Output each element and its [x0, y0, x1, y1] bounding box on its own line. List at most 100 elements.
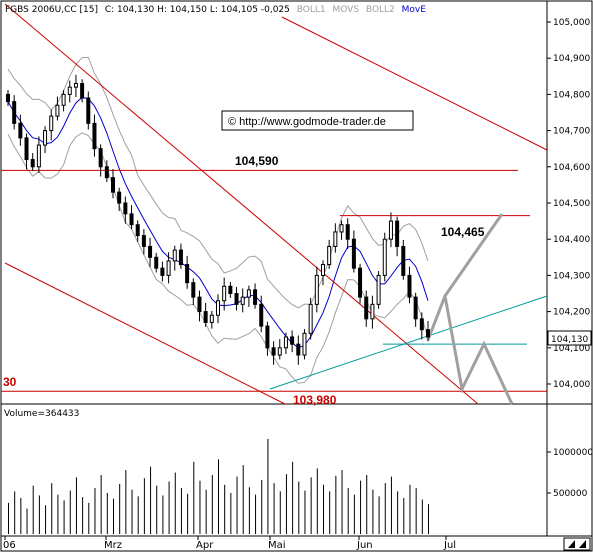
candle-body	[388, 220, 393, 240]
volume-tick-label: 500000	[553, 489, 588, 499]
candle-body	[240, 296, 245, 305]
candle-body	[271, 347, 276, 356]
channel-line-lower	[4, 262, 286, 405]
candle-body	[49, 115, 54, 132]
channel-line-upper	[4, 3, 479, 405]
candle-body	[234, 293, 239, 305]
projection-line	[426, 213, 514, 405]
channel-line-outer	[281, 16, 548, 151]
candle-body	[12, 101, 17, 124]
candle-body	[203, 311, 208, 323]
candle-body	[364, 296, 369, 320]
price-tick-label: 104,900	[553, 54, 590, 64]
projection-path	[426, 213, 514, 405]
price-tick-label: 104,000	[553, 380, 590, 390]
candle-body	[339, 224, 344, 233]
candle-body	[382, 238, 387, 276]
time-tick-label: Apr	[196, 540, 214, 551]
last-price-tag: 104,130	[551, 335, 588, 345]
price-tick-label: 104,300	[553, 271, 590, 281]
price-tick-label: 104,500	[553, 199, 590, 209]
candle-body	[30, 159, 35, 168]
candle-body	[265, 325, 270, 349]
candle-body	[98, 148, 103, 168]
level-label-low: 103,980	[293, 393, 337, 407]
watermark-box	[221, 110, 414, 131]
volume-axis-ticks: 500000 1000000	[547, 448, 593, 499]
candle-body	[216, 300, 220, 316]
candle-body	[321, 264, 325, 276]
instrument-label: FGBS 2006U,CC [15]	[5, 5, 98, 15]
quote-readout: C: 104,130 H: 104,150 L: 104,105 -0,025	[105, 5, 290, 15]
candle-body	[141, 235, 146, 247]
candle-body	[283, 336, 288, 349]
price-tick-label: 105,000	[553, 18, 590, 28]
candle-body	[314, 274, 319, 305]
volume-tick-label: 1000000	[553, 448, 593, 458]
candle-body	[111, 177, 115, 193]
candle-body	[401, 245, 406, 276]
candle-body	[135, 224, 140, 237]
candle-body	[246, 289, 251, 298]
support-line	[269, 295, 548, 390]
movs-indicator-label: MOVS	[332, 5, 359, 15]
volume-label: Volume=364433	[4, 409, 79, 419]
candle-body	[333, 231, 338, 247]
candle-body	[376, 274, 381, 305]
candle-body	[6, 93, 10, 103]
candle-body	[222, 285, 227, 302]
price-candles	[6, 74, 430, 365]
candle-body	[104, 166, 109, 179]
candle-body	[302, 332, 307, 356]
candle-body	[86, 97, 91, 124]
time-tick-label: Mrz	[104, 540, 122, 551]
candle-body	[24, 137, 29, 161]
price-tick-label: 104,700	[553, 127, 590, 137]
candle-body	[185, 264, 190, 284]
candle-body	[80, 83, 85, 99]
candle-body	[259, 303, 264, 327]
time-tick-label: Jun	[356, 540, 373, 551]
time-tick-label: Jul	[443, 540, 456, 551]
last-price-tag-box	[547, 330, 592, 346]
candle-body	[92, 122, 97, 150]
candle-body	[117, 191, 122, 204]
candle-body	[327, 245, 332, 266]
boll2-indicator-label: BOLL2	[366, 5, 395, 15]
price-tick-label: 104,400	[553, 235, 590, 245]
candle-body	[154, 256, 159, 269]
candle-body	[426, 329, 430, 338]
candle-body	[358, 267, 363, 298]
candle-body	[253, 289, 258, 305]
time-axis-ticks: 06 Mrz Apr Mai Jun Jul	[3, 536, 456, 551]
candle-body	[55, 104, 60, 117]
candle-body	[407, 274, 412, 298]
volume-bars	[8, 438, 429, 534]
candle-body	[18, 122, 23, 139]
boll1-indicator-label: BOLL1	[297, 5, 326, 15]
candle-body	[419, 318, 424, 331]
candle-body	[308, 303, 313, 334]
level-label-mid: 104,465	[441, 225, 485, 239]
price-tick-label: 104,800	[553, 90, 590, 100]
candle-body	[67, 86, 72, 95]
candle-body	[148, 245, 153, 258]
candle-body	[43, 130, 48, 146]
trend-channel	[4, 3, 548, 405]
scroll-arrows-icon[interactable]	[563, 537, 591, 551]
support-trendline	[269, 295, 548, 390]
price-tick-label: 104,200	[553, 308, 590, 318]
candle-body	[160, 267, 165, 276]
candle-body	[123, 202, 128, 215]
candle-body	[413, 296, 418, 320]
candle-body	[228, 285, 233, 295]
bollinger-lower	[7, 132, 429, 384]
time-tick-label: 06	[3, 540, 16, 551]
candle-body	[178, 249, 183, 266]
price-tick-label: 104,600	[553, 163, 590, 173]
candle-body	[61, 93, 66, 106]
candle-body	[277, 347, 282, 356]
move-indicator-label: MovE	[402, 5, 427, 15]
svg-text:FGBS 2006U,CC [15] C: 104,: FGBS 2006U,CC [15] C: 104,130 H: 104,150…	[5, 5, 426, 15]
